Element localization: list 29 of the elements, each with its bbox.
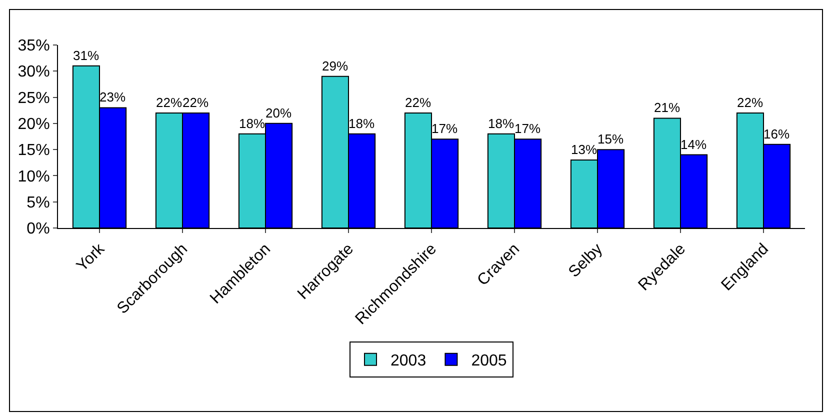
y-tick-label: 10%	[18, 168, 50, 186]
data-label: 21%	[654, 100, 680, 116]
data-label: 18%	[488, 116, 514, 131]
data-label: 20%	[266, 105, 292, 120]
data-label: 29%	[322, 58, 348, 74]
data-label: 22%	[404, 94, 432, 110]
data-label: 18%	[238, 116, 266, 131]
x-tick-label: York	[74, 240, 109, 275]
y-tick-label: 0%	[26, 220, 50, 238]
data-label: 15%	[598, 132, 624, 147]
y-tick-label: 30%	[18, 64, 50, 81]
y-tick-label: 5%	[26, 194, 50, 212]
data-label: 23%	[100, 90, 126, 105]
data-label: 17%	[432, 121, 458, 136]
y-tick-label: 20%	[18, 116, 50, 134]
y-tick-label: 15%	[18, 142, 50, 160]
data-label: 14%	[680, 136, 708, 152]
data-label: 17%	[514, 121, 542, 136]
data-label: 13%	[570, 142, 598, 158]
y-tick-label: 35%	[18, 38, 50, 55]
y-tick-label: 25%	[18, 90, 50, 107]
data-label: 16%	[764, 126, 790, 142]
data-label: 22%	[182, 94, 210, 110]
data-label: 22%	[736, 94, 764, 110]
data-label: 18%	[348, 116, 376, 131]
data-label: 31%	[72, 48, 100, 63]
legend-label: 2005	[471, 352, 507, 370]
data-label: 22%	[156, 94, 182, 110]
legend-label: 2003	[390, 352, 426, 370]
